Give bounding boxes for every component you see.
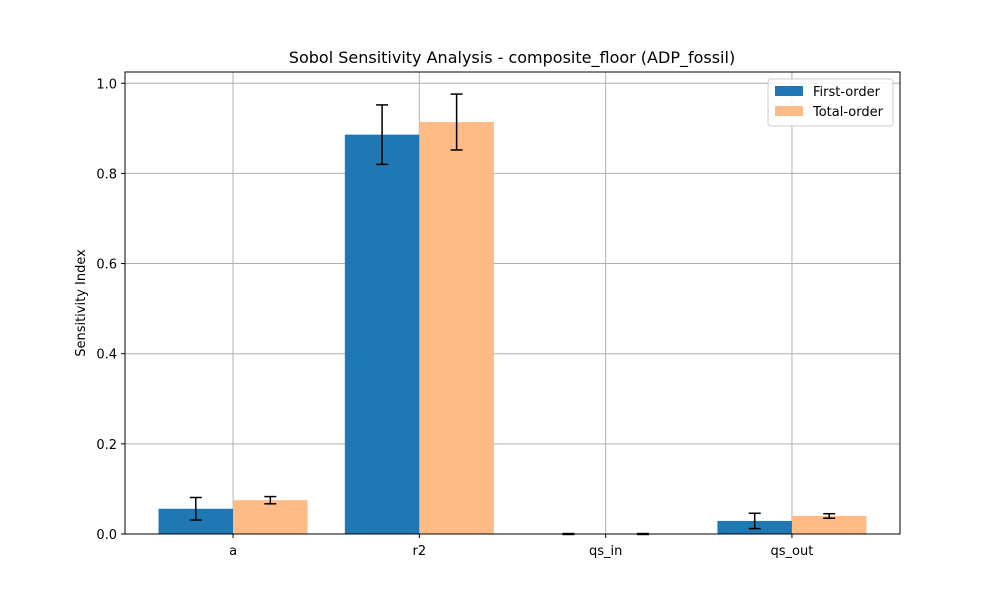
ticks-layer: 0.0 0.2 0.4 0.6 0.8 1.0 a r2 qs_in qs_out [96,77,813,559]
y-tick-label: 1.0 [96,77,117,92]
y-axis-label: Sensitivity Index [74,249,89,357]
x-tick-label: qs_in [589,544,622,559]
legend: First-order Total-order [767,78,894,127]
chart-title: Sobol Sensitivity Analysis - composite_f… [289,48,735,68]
y-tick-label: 0.8 [96,167,117,182]
error-bars-layer [189,93,836,536]
legend-swatch-total-order [775,106,803,116]
legend-label-first-order: First-order [813,85,881,100]
grid-layer [125,72,900,535]
bar-total-order-r2 [419,122,494,534]
legend-label-total-order: Total-order [812,105,884,120]
bar-total-order-qs-out [791,515,867,534]
bar-first-order-r2 [344,134,420,534]
x-tick-label: a [229,544,237,559]
bar-total-order-a [233,500,308,534]
y-tick-label: 0.2 [96,438,117,453]
y-tick-label: 0.0 [96,528,117,543]
plot-frame [124,71,901,535]
bars-layer [158,122,867,534]
y-tick-label: 0.6 [96,258,117,273]
y-tick-label: 0.4 [96,348,117,363]
legend-swatch-first-order [775,86,803,96]
x-tick-label: qs_out [771,544,814,559]
x-tick-label: r2 [413,544,427,559]
